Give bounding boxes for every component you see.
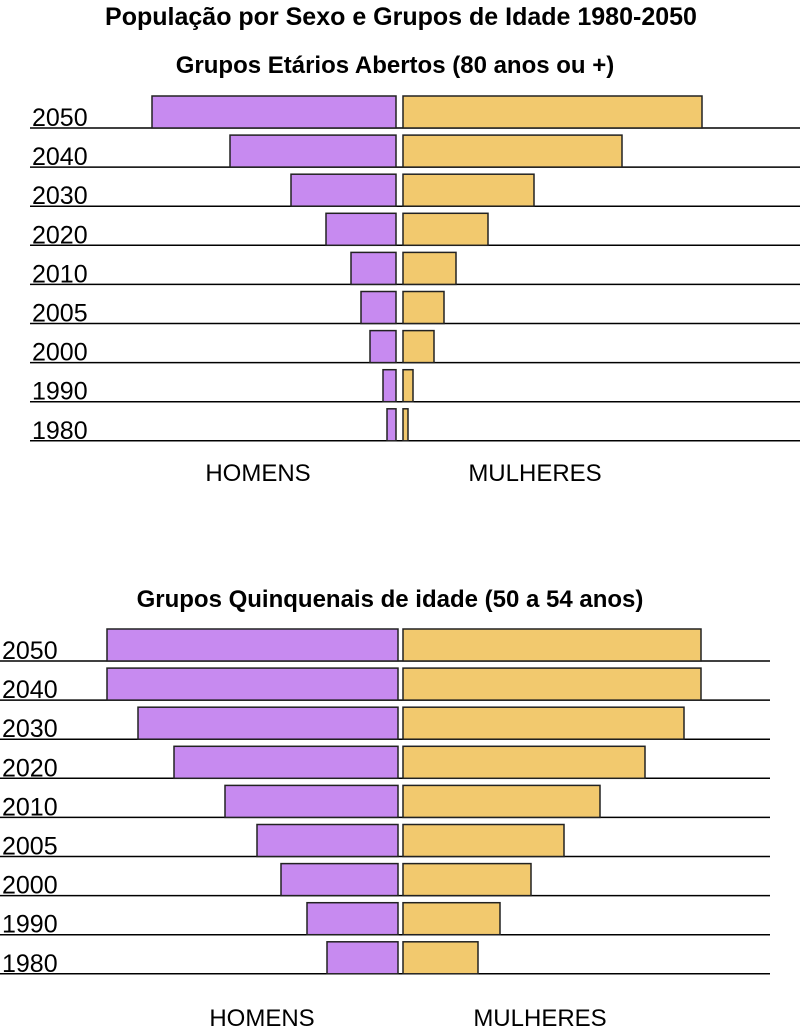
bar-homens-2005	[360, 290, 397, 325]
year-label: 1990	[32, 378, 88, 406]
bar-mulheres-2030	[402, 706, 685, 740]
bar-mulheres-1990	[402, 901, 501, 936]
year-label: 2020	[2, 754, 58, 782]
bar-mulheres-1980	[402, 941, 479, 975]
bar-homens-1980	[386, 408, 397, 442]
chart-main-title: População por Sexo e Grupos de Idade 198…	[105, 3, 697, 31]
bar-mulheres-1980	[402, 408, 409, 442]
year-label: 2050	[32, 104, 88, 132]
year-label: 2050	[2, 637, 58, 665]
bar-mulheres-2005	[402, 290, 445, 325]
bar-mulheres-2020	[402, 212, 489, 247]
bar-homens-2020	[173, 745, 399, 780]
bar-homens-2050	[106, 628, 399, 662]
year-label: 2000	[2, 872, 58, 900]
legend-mulheres: MULHERES	[473, 1005, 606, 1032]
year-label: 2040	[32, 143, 88, 171]
bar-homens-2000	[369, 329, 397, 364]
bar-homens-2010	[350, 251, 397, 286]
bar-homens-2020	[325, 212, 397, 247]
chart-subtitle: Grupos Etários Abertos (80 anos ou +)	[176, 52, 615, 79]
bar-mulheres-2000	[402, 329, 435, 364]
bar-homens-1990	[382, 368, 397, 403]
year-label: 2005	[32, 300, 88, 328]
bar-mulheres-2005	[402, 823, 565, 858]
year-label: 2030	[32, 182, 88, 210]
legend-mulheres: MULHERES	[468, 460, 601, 487]
pyramid-chart-80-plus: Grupos Etários Abertos (80 anos ou +) 205…	[30, 52, 800, 487]
bar-mulheres-2050	[402, 95, 703, 129]
bar-mulheres-2010	[402, 784, 601, 819]
bar-homens-2040	[106, 667, 399, 701]
legend-homens: HOMENS	[209, 1005, 314, 1032]
bar-mulheres-2000	[402, 862, 532, 897]
bar-mulheres-1990	[402, 368, 414, 403]
year-label: 2040	[2, 676, 58, 704]
bar-homens-2030	[137, 706, 399, 740]
year-label: 2000	[32, 339, 88, 367]
bar-homens-2000	[280, 862, 399, 897]
bar-homens-2030	[290, 173, 397, 207]
legend-homens: HOMENS	[205, 460, 310, 487]
chart-subtitle: Grupos Quinquenais de idade (50 a 54 ano…	[137, 586, 644, 613]
bar-homens-2005	[256, 823, 399, 858]
bar-mulheres-2020	[402, 745, 646, 780]
bar-mulheres-2010	[402, 251, 457, 286]
year-label: 1980	[32, 417, 88, 445]
year-label: 2020	[32, 221, 88, 249]
bar-mulheres-2050	[402, 628, 702, 662]
bar-mulheres-2030	[402, 173, 535, 207]
bar-mulheres-2040	[402, 667, 702, 701]
bar-homens-2010	[224, 784, 399, 819]
year-label: 2010	[2, 793, 58, 821]
year-label: 2005	[2, 833, 58, 861]
year-label: 1980	[2, 950, 58, 978]
year-label: 2010	[32, 260, 88, 288]
bar-homens-2050	[151, 95, 397, 129]
year-label: 2030	[2, 715, 58, 743]
bar-homens-1980	[326, 941, 399, 975]
bar-homens-1990	[306, 901, 399, 936]
bar-mulheres-2040	[402, 134, 623, 168]
year-label: 1990	[2, 911, 58, 939]
bar-homens-2040	[229, 134, 397, 168]
